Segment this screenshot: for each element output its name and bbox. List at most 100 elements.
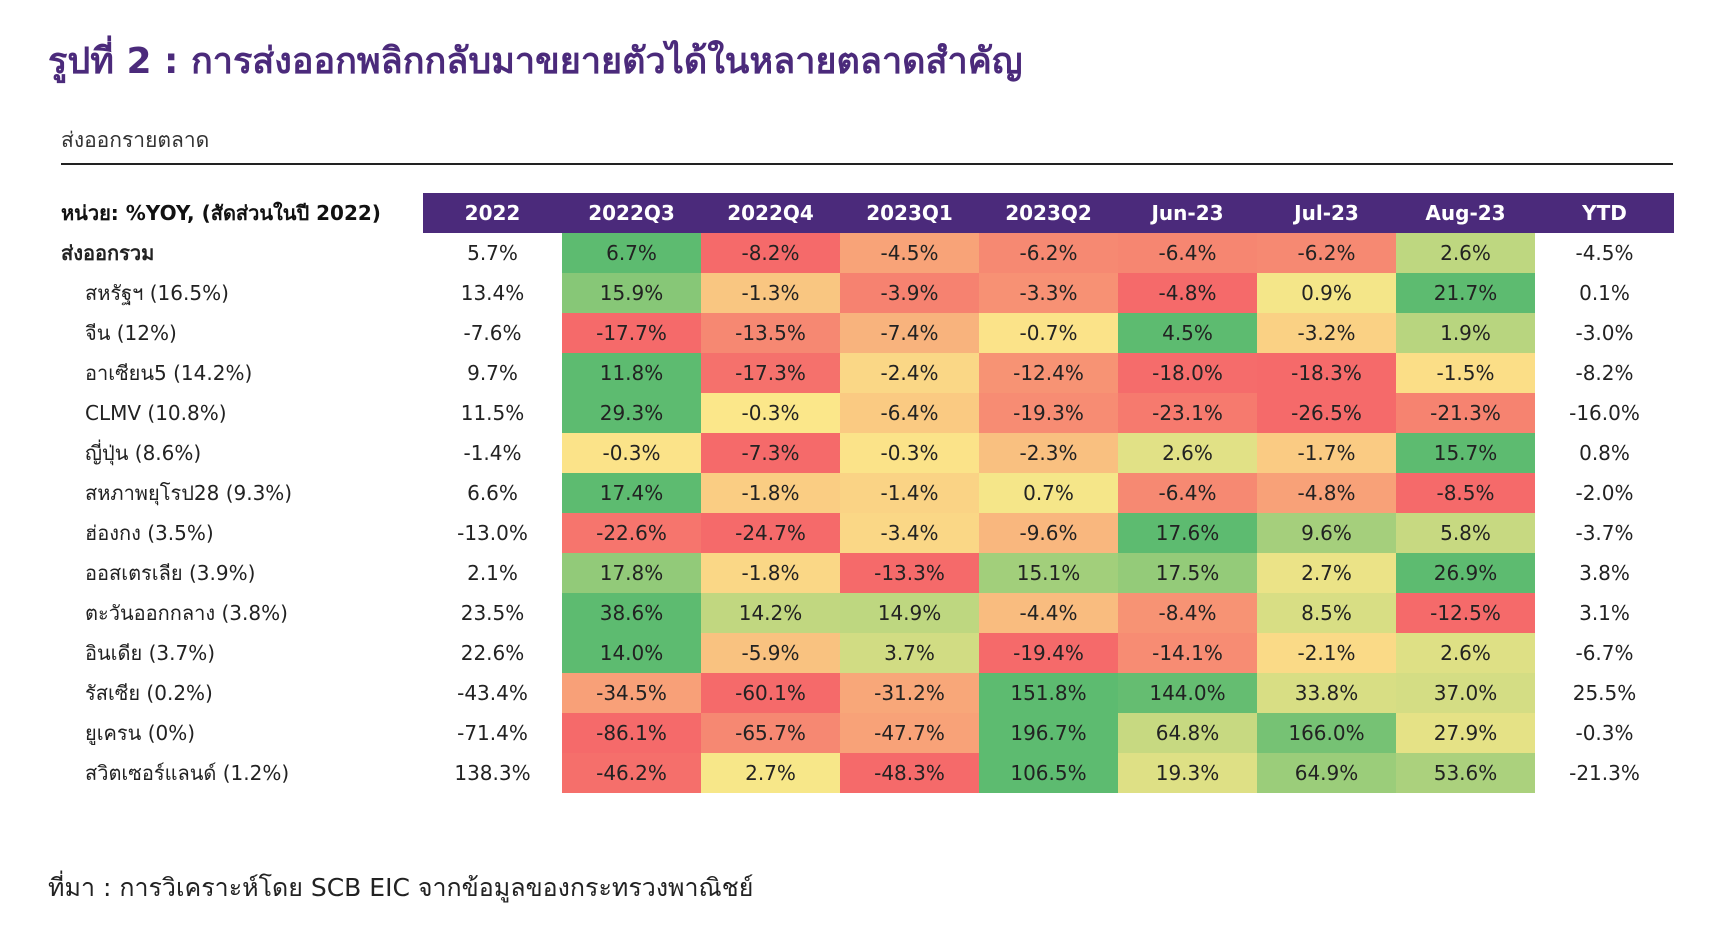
heatmap-cell: -5.9% xyxy=(701,633,840,673)
heatmap-cell: -4.5% xyxy=(1535,233,1674,273)
heatmap-cell: -0.3% xyxy=(840,433,979,473)
column-header: 2022 xyxy=(423,193,562,233)
row-label: ตะวันออกกลาง (3.8%) xyxy=(85,601,288,625)
table-row: สวิตเซอร์แลนด์ (1.2%) 138.3% -46.2% 2.7% -48… xyxy=(61,753,1674,793)
heatmap-cell: 5.7% xyxy=(423,233,562,273)
heatmap-cell: 0.7% xyxy=(979,473,1118,513)
row-label: CLMV (10.8%) xyxy=(85,401,227,425)
heatmap-cell: 17.8% xyxy=(562,553,701,593)
row-label: สหรัฐฯ (16.5%) xyxy=(85,281,229,305)
heatmap-cell: 151.8% xyxy=(979,673,1118,713)
heatmap-cell: 9.6% xyxy=(1257,513,1396,553)
table-row: ออสเตรเลีย (3.9%) 2.1% 17.8% -1.8% -13.3% 15.… xyxy=(61,553,1674,593)
heatmap-cell: 3.7% xyxy=(840,633,979,673)
heatmap-cell: 11.5% xyxy=(423,393,562,433)
heatmap-cell: 0.1% xyxy=(1535,273,1674,313)
heatmap-cell: 27.9% xyxy=(1396,713,1535,753)
row-label: สหภาพยุโรป28 (9.3%) xyxy=(85,481,293,505)
heatmap-cell: 19.3% xyxy=(1118,753,1257,793)
heatmap-cell: 138.3% xyxy=(423,753,562,793)
table-row: ญี่ปุ่น (8.6%) -1.4% -0.3% -7.3% -0.3% -2.3% 2… xyxy=(61,433,1674,473)
row-label: ออสเตรเลีย (3.9%) xyxy=(85,561,256,585)
heatmap-cell: -19.3% xyxy=(979,393,1118,433)
heatmap-cell: 6.6% xyxy=(423,473,562,513)
heatmap-cell: -8.5% xyxy=(1396,473,1535,513)
heatmap-cell: -7.6% xyxy=(423,313,562,353)
table-row: ตะวันออกกลาง (3.8%) 23.5% 38.6% 14.2% 14.9% -… xyxy=(61,593,1674,633)
heatmap-cell: -31.2% xyxy=(840,673,979,713)
heatmap-cell: 15.7% xyxy=(1396,433,1535,473)
heatmap-cell: -8.4% xyxy=(1118,593,1257,633)
heatmap-cell: 2.6% xyxy=(1118,433,1257,473)
heatmap-cell: 37.0% xyxy=(1396,673,1535,713)
table-row: อาเซียน5 (14.2%) 9.7% 11.8% -17.3% -2.4% -12.… xyxy=(61,353,1674,393)
heatmap-cell: -71.4% xyxy=(423,713,562,753)
row-label: ญี่ปุ่น (8.6%) xyxy=(85,441,202,465)
heatmap-cell: -3.9% xyxy=(840,273,979,313)
heatmap-cell: -6.4% xyxy=(840,393,979,433)
row-label: ส่งออกรวม xyxy=(61,241,155,265)
table-row: CLMV (10.8%) 11.5% 29.3% -0.3% -6.4% -19.3% -2… xyxy=(61,393,1674,433)
heatmap-cell: 53.6% xyxy=(1396,753,1535,793)
heatmap-cell: 15.9% xyxy=(562,273,701,313)
heatmap-cell: -3.0% xyxy=(1535,313,1674,353)
heatmap-cell: -23.1% xyxy=(1118,393,1257,433)
heatmap-cell: -18.0% xyxy=(1118,353,1257,393)
heatmap-cell: -6.2% xyxy=(979,233,1118,273)
heatmap-cell: 2.6% xyxy=(1396,633,1535,673)
heatmap-cell: 22.6% xyxy=(423,633,562,673)
heatmap-cell: -2.1% xyxy=(1257,633,1396,673)
heatmap-cell: -3.4% xyxy=(840,513,979,553)
heatmap-cell: 14.0% xyxy=(562,633,701,673)
heatmap-cell: -12.4% xyxy=(979,353,1118,393)
table-subtitle: ส่งออกรายตลาด xyxy=(61,128,210,152)
heatmap-cell: -2.3% xyxy=(979,433,1118,473)
heatmap-cell: -24.7% xyxy=(701,513,840,553)
divider-line xyxy=(61,163,1673,165)
heatmap-cell: -1.7% xyxy=(1257,433,1396,473)
heatmap-cell: 21.7% xyxy=(1396,273,1535,313)
heatmap-cell: -22.6% xyxy=(562,513,701,553)
column-header: Jun-23 xyxy=(1118,193,1257,233)
heatmap-cell: -47.7% xyxy=(840,713,979,753)
column-header: Jul-23 xyxy=(1257,193,1396,233)
heatmap-cell: -12.5% xyxy=(1396,593,1535,633)
heatmap-cell: -6.4% xyxy=(1118,473,1257,513)
heatmap-cell: 17.6% xyxy=(1118,513,1257,553)
heatmap-cell: -17.3% xyxy=(701,353,840,393)
heatmap-cell: 38.6% xyxy=(562,593,701,633)
heatmap-cell: 0.9% xyxy=(1257,273,1396,313)
heatmap-cell: -21.3% xyxy=(1396,393,1535,433)
table-row: ส่งออกรวม 5.7% 6.7% -8.2% -4.5% -6.2% -6.4% -6.… xyxy=(61,233,1674,273)
row-label: รัสเซีย (0.2%) xyxy=(85,681,213,705)
column-header: 2022Q4 xyxy=(701,193,840,233)
heatmap-cell: -13.0% xyxy=(423,513,562,553)
heatmap-cell: -8.2% xyxy=(1535,353,1674,393)
heatmap-cell: -7.4% xyxy=(840,313,979,353)
heatmap-cell: 64.9% xyxy=(1257,753,1396,793)
unit-label: หน่วย: %YOY, (สัดส่วนในปี 2022) xyxy=(61,193,423,233)
heatmap-cell: -16.0% xyxy=(1535,393,1674,433)
heatmap-cell: 64.8% xyxy=(1118,713,1257,753)
heatmap-cell: -0.3% xyxy=(1535,713,1674,753)
heatmap-cell: -0.3% xyxy=(701,393,840,433)
heatmap-cell: 166.0% xyxy=(1257,713,1396,753)
heatmap-cell: -6.4% xyxy=(1118,233,1257,273)
heatmap-cell: -6.7% xyxy=(1535,633,1674,673)
table-row: สหรัฐฯ (16.5%) 13.4% 15.9% -1.3% -3.9% -3.3% -… xyxy=(61,273,1674,313)
heatmap-cell: 15.1% xyxy=(979,553,1118,593)
heatmap-cell: 26.9% xyxy=(1396,553,1535,593)
heatmap-cell: 33.8% xyxy=(1257,673,1396,713)
heatmap-cell: -19.4% xyxy=(979,633,1118,673)
heatmap-cell: 0.8% xyxy=(1535,433,1674,473)
row-label: สวิตเซอร์แลนด์ (1.2%) xyxy=(85,761,290,785)
heatmap-cell: -7.3% xyxy=(701,433,840,473)
heatmap-cell: 11.8% xyxy=(562,353,701,393)
heatmap-cell: 144.0% xyxy=(1118,673,1257,713)
heatmap-cell: -3.7% xyxy=(1535,513,1674,553)
table-row: สหภาพยุโรป28 (9.3%) 6.6% 17.4% -1.8% -1.4% 0.… xyxy=(61,473,1674,513)
heatmap-cell: 8.5% xyxy=(1257,593,1396,633)
heatmap-cell: -0.3% xyxy=(562,433,701,473)
heatmap-cell: -46.2% xyxy=(562,753,701,793)
row-label: ฮ่องกง (3.5%) xyxy=(85,521,214,545)
